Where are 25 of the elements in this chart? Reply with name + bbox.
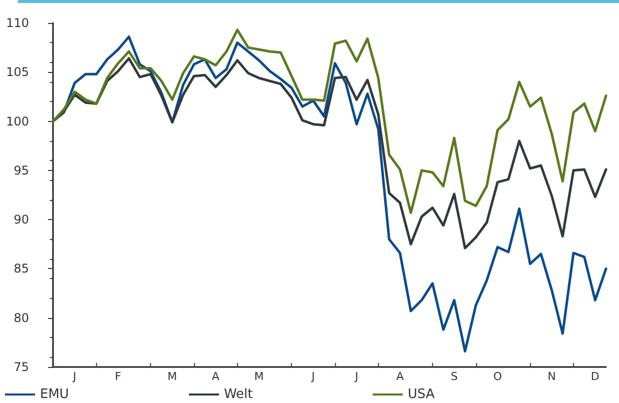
x-tick-label: M	[254, 370, 264, 383]
x-tick-label: S	[450, 370, 458, 383]
x-tick-label: D	[590, 370, 600, 383]
legend-label: Welt	[224, 387, 253, 402]
y-tick-label: 110	[6, 16, 29, 30]
x-tick-label: J	[310, 370, 315, 383]
y-tick-label: 85	[14, 262, 29, 276]
legend-label: USA	[408, 387, 435, 402]
x-tick-label: J	[354, 370, 358, 383]
line-series	[52, 57, 608, 250]
y-tick-label: 105	[6, 65, 29, 80]
x-tick-label: O	[493, 370, 502, 383]
y-tick-label: 95	[14, 163, 29, 178]
x-tick-label: J	[72, 370, 76, 383]
x-tick-label: M	[168, 370, 178, 383]
y-tick-label: 75	[14, 360, 29, 374]
x-tick-label: N	[548, 370, 556, 383]
x-tick-label: A	[212, 370, 220, 383]
x-tick-label: F	[114, 370, 122, 383]
line-series	[52, 28, 608, 214]
y-tick-label: 90	[14, 212, 29, 227]
y-tick-label: 80	[14, 310, 29, 325]
y-tick-label: 100	[6, 114, 29, 128]
x-tick-label: A	[396, 370, 404, 383]
legend-label: EMU	[40, 387, 69, 402]
